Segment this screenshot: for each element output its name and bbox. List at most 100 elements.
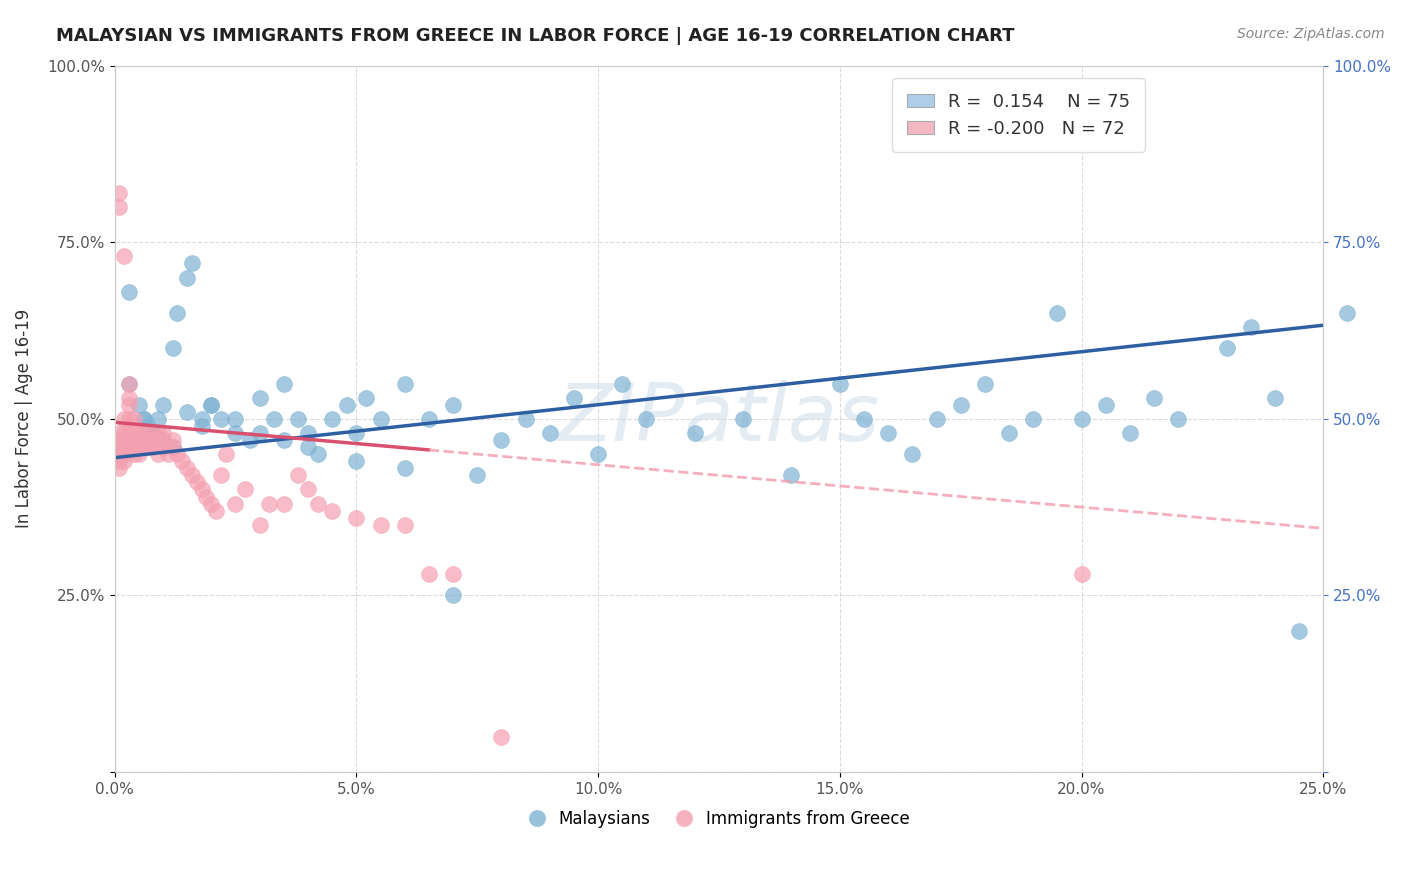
Point <box>233 483 256 497</box>
Point <box>852 412 875 426</box>
Point <box>112 447 135 461</box>
Point <box>118 376 141 391</box>
Point <box>297 440 319 454</box>
Point <box>828 376 851 391</box>
Point <box>209 468 232 483</box>
Point <box>128 440 150 454</box>
Text: ZIPatlas: ZIPatlas <box>558 380 880 458</box>
Point <box>108 461 131 475</box>
Point <box>108 200 131 214</box>
Point <box>176 405 198 419</box>
Point <box>186 475 208 490</box>
Point <box>1264 391 1286 405</box>
Point <box>108 425 131 440</box>
Point <box>780 468 803 483</box>
Point <box>142 440 165 454</box>
Point <box>200 497 222 511</box>
Point <box>118 425 141 440</box>
Legend: Malaysians, Immigrants from Greece: Malaysians, Immigrants from Greece <box>522 803 915 834</box>
Point <box>128 425 150 440</box>
Point <box>132 425 155 440</box>
Point <box>224 425 246 440</box>
Point <box>118 391 141 405</box>
Point <box>877 425 900 440</box>
Point <box>249 391 271 405</box>
Point <box>441 567 464 582</box>
Point <box>1070 412 1092 426</box>
Point <box>128 447 150 461</box>
Point <box>146 425 169 440</box>
Point <box>239 433 262 447</box>
Point <box>118 398 141 412</box>
Point <box>112 249 135 263</box>
Point <box>142 425 165 440</box>
Point <box>166 447 188 461</box>
Point <box>152 433 174 447</box>
Point <box>287 468 309 483</box>
Point <box>1143 391 1166 405</box>
Point <box>122 440 145 454</box>
Point <box>224 412 246 426</box>
Point <box>683 425 706 440</box>
Point <box>973 376 995 391</box>
Point <box>1119 425 1142 440</box>
Point <box>152 425 174 440</box>
Point <box>205 503 228 517</box>
Point <box>441 589 464 603</box>
Point <box>108 440 131 454</box>
Point <box>1046 306 1069 320</box>
Point <box>132 412 155 426</box>
Point <box>418 567 440 582</box>
Point <box>636 412 658 426</box>
Point <box>122 433 145 447</box>
Point <box>112 454 135 468</box>
Point <box>122 425 145 440</box>
Point <box>491 730 513 744</box>
Point <box>491 433 513 447</box>
Point <box>1022 412 1045 426</box>
Point <box>1167 412 1189 426</box>
Point <box>224 497 246 511</box>
Point <box>132 440 155 454</box>
Point <box>263 412 285 426</box>
Point <box>200 398 222 412</box>
Point <box>108 447 131 461</box>
Point <box>321 412 343 426</box>
Point <box>949 398 972 412</box>
Point <box>344 454 367 468</box>
Point <box>321 503 343 517</box>
Point <box>138 433 160 447</box>
Point <box>354 391 377 405</box>
Point <box>273 497 295 511</box>
Point <box>108 186 131 200</box>
Point <box>122 412 145 426</box>
Point <box>1094 398 1116 412</box>
Point <box>118 412 141 426</box>
Point <box>112 440 135 454</box>
Point <box>259 497 281 511</box>
Point <box>287 412 309 426</box>
Point <box>307 447 329 461</box>
Point <box>138 425 160 440</box>
Point <box>162 440 184 454</box>
Point <box>118 285 141 299</box>
Point <box>215 447 238 461</box>
Point <box>249 425 271 440</box>
Point <box>108 433 131 447</box>
Point <box>925 412 948 426</box>
Point <box>152 398 174 412</box>
Point <box>515 412 537 426</box>
Point <box>152 440 174 454</box>
Point <box>132 412 155 426</box>
Point <box>394 517 416 532</box>
Point <box>181 468 204 483</box>
Point <box>128 433 150 447</box>
Point <box>1070 567 1092 582</box>
Point <box>297 425 319 440</box>
Point <box>344 425 367 440</box>
Point <box>190 418 212 433</box>
Point <box>370 517 392 532</box>
Point <box>190 483 212 497</box>
Point <box>142 425 165 440</box>
Point <box>586 447 609 461</box>
